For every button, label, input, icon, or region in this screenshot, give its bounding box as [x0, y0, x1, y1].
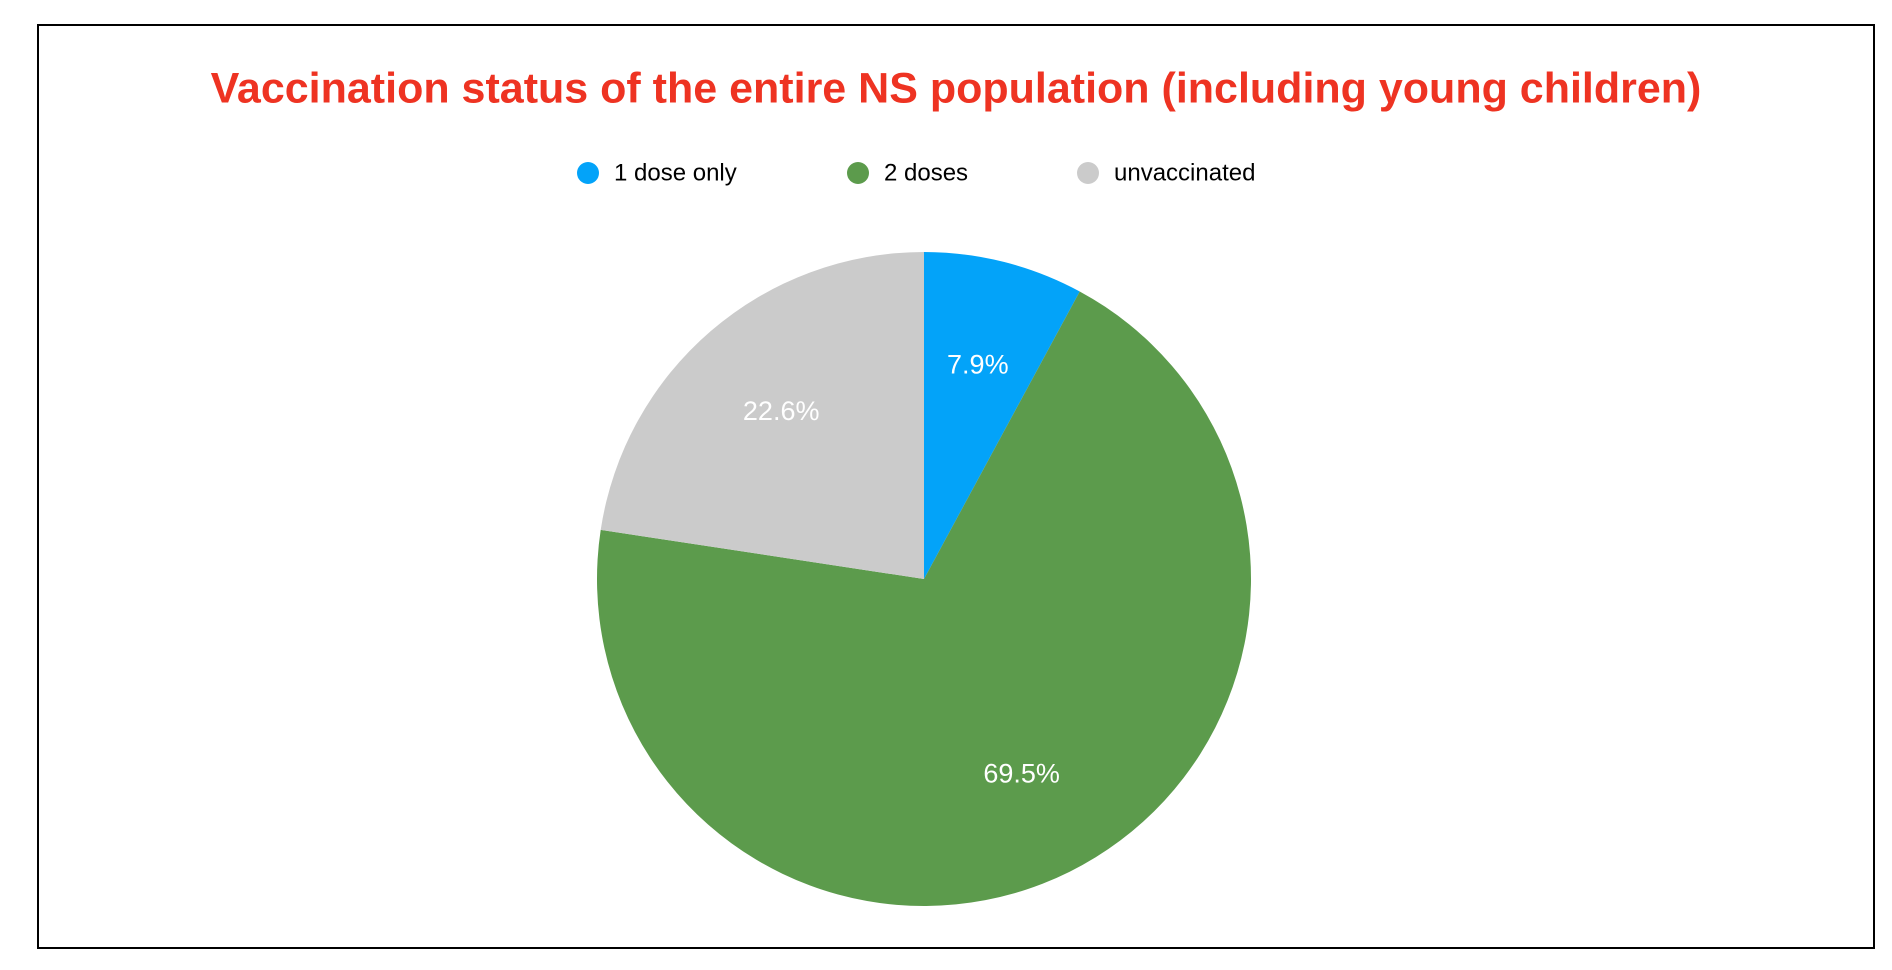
pie-slice [597, 291, 1252, 907]
chart-title: Vaccination status of the entire NS popu… [211, 64, 1702, 112]
slice-label: 7.9% [947, 350, 1009, 380]
legend-swatch [1077, 162, 1099, 184]
legend-label: unvaccinated [1114, 159, 1255, 186]
slice-label: 22.6% [743, 396, 820, 426]
slice-label: 69.5% [983, 758, 1060, 788]
legend-label: 1 dose only [614, 159, 737, 186]
legend-label: 2 doses [884, 159, 968, 186]
legend-swatch [577, 162, 599, 184]
legend-swatch [847, 162, 869, 184]
pie-slice [600, 252, 924, 579]
pie-slice [924, 252, 1080, 579]
